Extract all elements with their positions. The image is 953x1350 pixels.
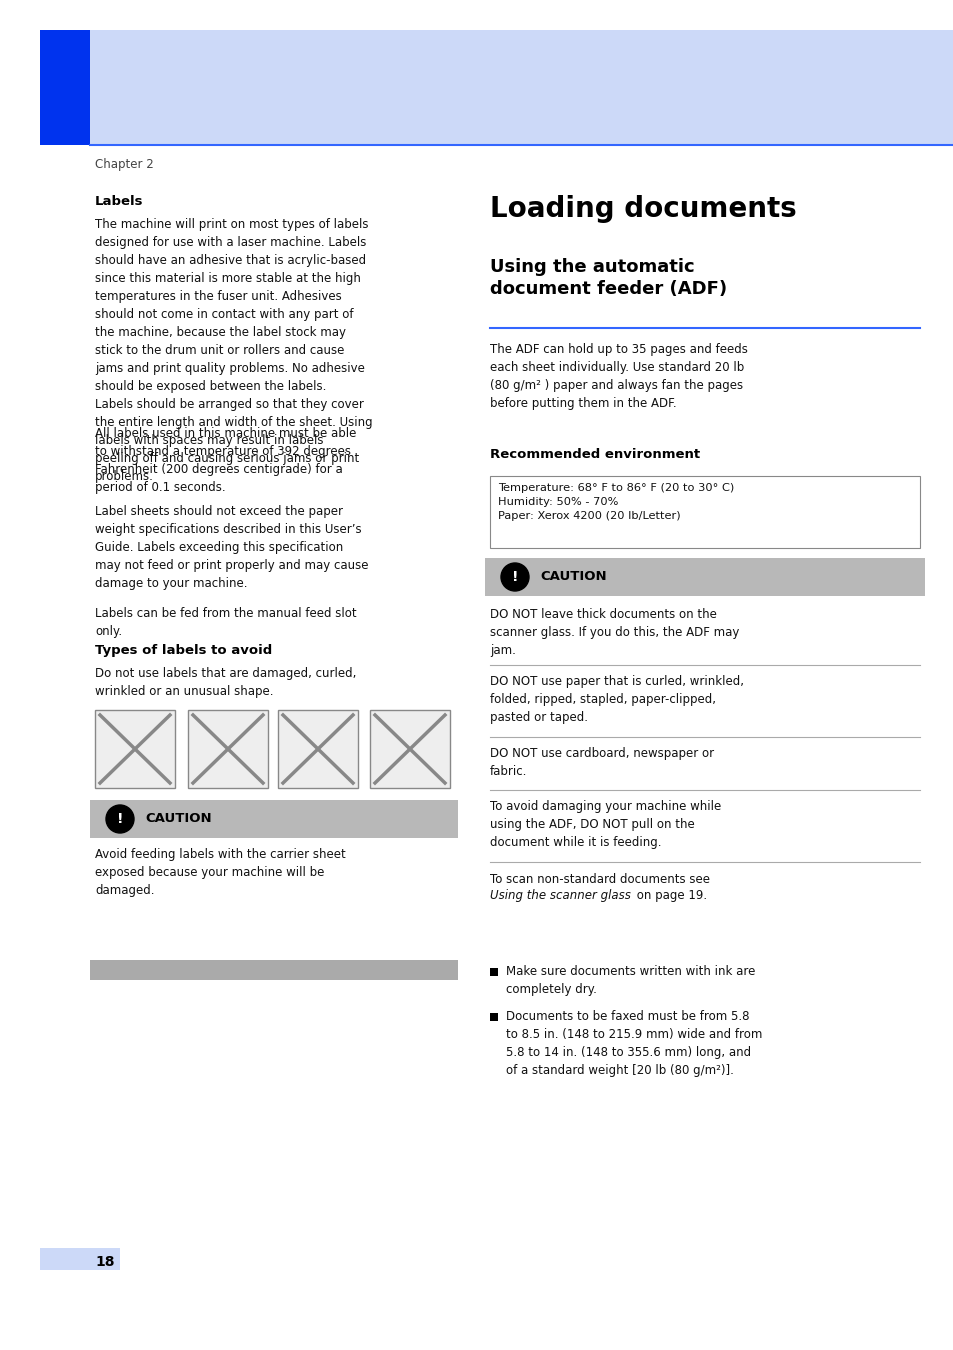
Text: !: ! bbox=[511, 570, 517, 585]
Text: Temperature: 68° F to 86° F (20 to 30° C)
Humidity: 50% - 70%
Paper: Xerox 4200 : Temperature: 68° F to 86° F (20 to 30° C… bbox=[497, 483, 734, 521]
Text: Loading documents: Loading documents bbox=[490, 194, 796, 223]
Text: Make sure documents written with ink are
completely dry.: Make sure documents written with ink are… bbox=[505, 965, 755, 996]
Text: !: ! bbox=[116, 811, 123, 826]
Text: on page 19.: on page 19. bbox=[633, 890, 706, 902]
Bar bbox=[40, 1247, 120, 1270]
Text: 18: 18 bbox=[95, 1256, 114, 1269]
Circle shape bbox=[106, 805, 133, 833]
Text: Using the scanner glass: Using the scanner glass bbox=[490, 890, 630, 902]
Text: To scan non-standard documents see: To scan non-standard documents see bbox=[490, 873, 709, 886]
Text: DO NOT leave thick documents on the
scanner glass. If you do this, the ADF may
j: DO NOT leave thick documents on the scan… bbox=[490, 608, 739, 657]
Bar bbox=[90, 801, 457, 838]
Text: Do not use labels that are damaged, curled,
wrinkled or an unusual shape.: Do not use labels that are damaged, curl… bbox=[95, 667, 356, 698]
Bar bbox=[490, 968, 497, 976]
Text: Using the automatic
document feeder (ADF): Using the automatic document feeder (ADF… bbox=[490, 258, 726, 297]
Text: Documents to be faxed must be from 5.8
to 8.5 in. (148 to 215.9 mm) wide and fro: Documents to be faxed must be from 5.8 t… bbox=[505, 1010, 761, 1077]
Text: Avoid feeding labels with the carrier sheet
exposed because your machine will be: Avoid feeding labels with the carrier sh… bbox=[95, 848, 345, 896]
Bar bbox=[370, 710, 450, 788]
Bar bbox=[90, 30, 953, 144]
Text: DO NOT use cardboard, newspaper or
fabric.: DO NOT use cardboard, newspaper or fabri… bbox=[490, 747, 714, 778]
Text: Chapter 2: Chapter 2 bbox=[95, 158, 153, 171]
Bar bbox=[188, 710, 268, 788]
Bar bbox=[90, 960, 457, 980]
Text: Types of labels to avoid: Types of labels to avoid bbox=[95, 644, 272, 657]
Bar bbox=[490, 1012, 497, 1021]
Text: CAUTION: CAUTION bbox=[539, 571, 606, 583]
Bar bbox=[40, 30, 90, 144]
Text: To avoid damaging your machine while
using the ADF, DO NOT pull on the
document : To avoid damaging your machine while usi… bbox=[490, 801, 720, 849]
Text: DO NOT use paper that is curled, wrinkled,
folded, ripped, stapled, paper-clippe: DO NOT use paper that is curled, wrinkle… bbox=[490, 675, 743, 724]
Text: All labels used in this machine must be able
to withstand a temperature of 392 d: All labels used in this machine must be … bbox=[95, 427, 356, 494]
Bar bbox=[484, 558, 924, 595]
Circle shape bbox=[500, 563, 529, 591]
Text: Labels: Labels bbox=[95, 194, 143, 208]
Text: Label sheets should not exceed the paper
weight specifications described in this: Label sheets should not exceed the paper… bbox=[95, 505, 368, 590]
Bar bbox=[95, 710, 174, 788]
Text: The ADF can hold up to 35 pages and feeds
each sheet individually. Use standard : The ADF can hold up to 35 pages and feed… bbox=[490, 343, 747, 410]
Bar bbox=[277, 710, 357, 788]
Text: The machine will print on most types of labels
designed for use with a laser mac: The machine will print on most types of … bbox=[95, 217, 373, 483]
Text: CAUTION: CAUTION bbox=[145, 813, 212, 825]
Text: Labels can be fed from the manual feed slot
only.: Labels can be fed from the manual feed s… bbox=[95, 608, 356, 639]
Text: Recommended environment: Recommended environment bbox=[490, 448, 700, 460]
Bar bbox=[490, 477, 919, 548]
